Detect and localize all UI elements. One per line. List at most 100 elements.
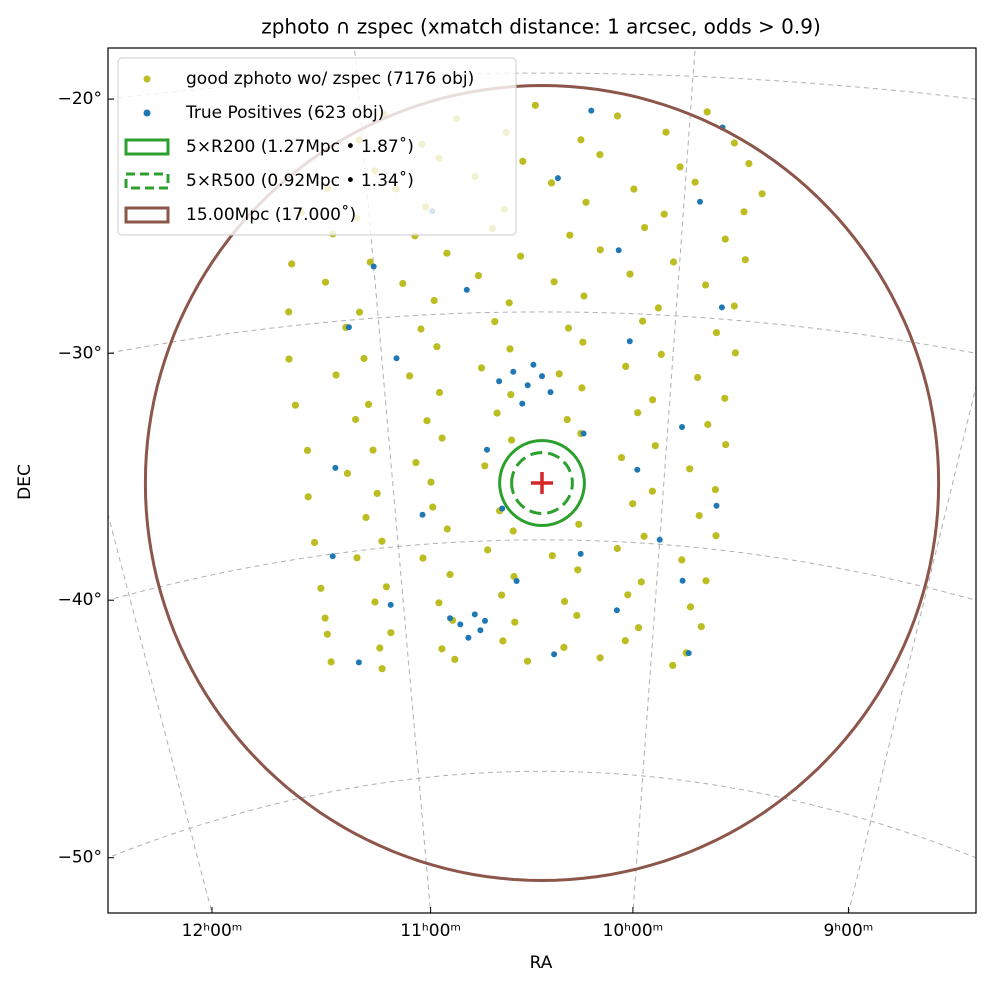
data-point [651,442,659,450]
data-point [712,532,720,540]
data-point [548,552,556,560]
data-point [304,493,312,501]
data-point [360,354,368,363]
data-point [654,304,663,312]
data-point [443,249,451,257]
data-point [697,198,703,205]
data-point [588,107,595,114]
data-point [419,554,427,562]
data-point [550,278,558,286]
data-point [697,623,705,631]
legend-box [117,57,517,236]
data-point [721,235,729,243]
radius-circle [510,451,574,515]
radius-circle [498,439,586,528]
data-point [369,446,377,454]
axes-frame [107,47,977,914]
data-point [580,430,587,437]
data-point [491,318,499,326]
data-point [657,350,665,358]
data-point [477,364,486,372]
data-point [430,296,438,305]
data-point [447,615,453,622]
data-point [551,651,558,658]
data-point [530,361,537,368]
data-point [686,603,695,611]
data-point [423,417,431,425]
data-point [482,617,488,624]
data-point [433,343,441,351]
legend-marker [124,138,170,156]
data-point [648,487,657,495]
data-point [622,362,630,370]
data-point [656,536,663,543]
data-point [517,252,525,260]
data-point [362,513,370,522]
data-point [499,505,506,512]
data-point [679,424,685,430]
data-point [626,270,634,278]
data-point [640,532,648,540]
data-point [547,179,556,187]
data-point [443,525,451,533]
data-point [712,329,721,337]
data-point [508,436,516,444]
y-axis-label: DEC [15,464,35,500]
data-point [321,278,330,286]
data-point [519,157,527,165]
data-point [371,598,379,606]
data-point [352,415,360,424]
y-tick-label: −50° [58,848,102,868]
data-point [457,621,464,628]
data-point [329,553,336,560]
data-point [678,556,686,564]
data-point [373,489,381,497]
data-point [703,108,711,116]
data-point [511,618,519,626]
data-point [695,511,703,520]
legend-marker [124,206,170,224]
data-point [524,382,531,389]
data-point [382,583,390,591]
data-point [484,446,490,453]
data-point [676,163,684,171]
data-point [596,246,604,254]
data-point [288,260,296,268]
data-point [740,208,748,216]
data-point [323,630,331,638]
data-point [634,466,641,473]
data-point [579,338,587,346]
data-point [731,349,740,357]
data-point [332,371,340,379]
data-point [285,308,293,316]
legend-label: True Positives (623 obj) [185,103,384,123]
legend-label: 5×R200 (1.27Mpc • 1.87˚) [186,136,414,157]
data-point [580,292,588,300]
data-point [499,637,507,645]
data-point [573,611,581,620]
data-point [393,355,400,362]
legend-label: good zphoto wo/ zspec (7176 obj) [186,69,474,89]
data-point [679,577,686,584]
data-point [561,597,569,606]
data-point [376,644,384,652]
legend: good zphoto wo/ zspec (7176 obj) True Pos… [117,57,517,236]
data-point [574,566,582,574]
data-point [621,637,629,645]
data-point [596,654,604,662]
data-point [563,416,571,424]
chart-title: zphoto ∩ zspec (xmatch distance: 1 arcse… [261,15,821,39]
data-point [639,317,647,325]
data-point [477,627,484,634]
data-point [730,139,739,147]
data-point [531,101,540,109]
data-point [662,128,670,136]
data-point [575,520,583,528]
data-point [506,345,514,353]
data-point [554,175,561,182]
data-point [310,538,319,547]
data-point [634,624,643,632]
data-point [493,409,501,417]
data-point [649,396,657,404]
